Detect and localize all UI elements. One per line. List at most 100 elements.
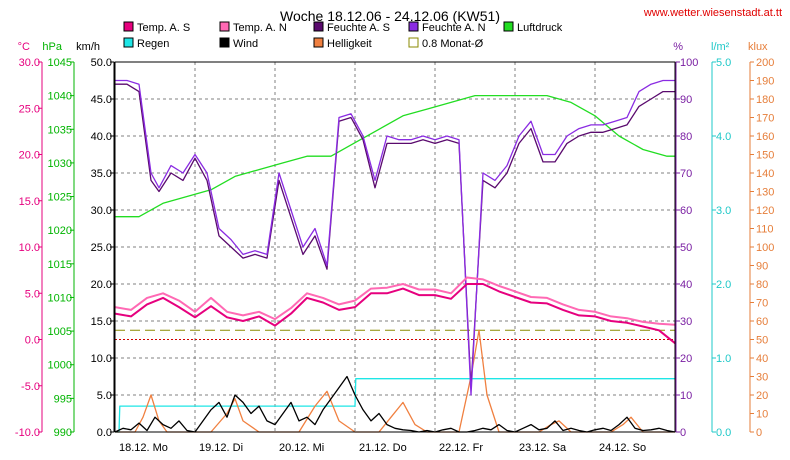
pressure-tick-label: 1010 [48, 292, 72, 304]
brightness-tick-label: 70 [756, 298, 768, 310]
reference-lines [115, 329, 675, 340]
wind-tick-label: 50.0 [91, 57, 112, 69]
pressure-tick-label: 1030 [48, 158, 72, 170]
temp-tick-label: 20.0 [19, 150, 40, 162]
rain-tick-label: 3.0 [716, 205, 731, 217]
rain-axis-unit: l/m² [711, 41, 730, 53]
legend-swatch [219, 37, 230, 48]
pressure-tick-label: 1045 [48, 57, 72, 69]
pressure-tick-label: 1035 [48, 124, 72, 136]
brightness-tick-label: 110 [756, 224, 774, 236]
legend-swatch [219, 21, 230, 32]
legend-label: Helligkeit [327, 38, 372, 50]
axis-units: °C hPa km/h% l/m² klux [18, 41, 768, 53]
wind-tick-label: 0.0 [97, 427, 112, 439]
wind-tick-label: 20.0 [91, 279, 112, 291]
x-tick-label: 21.12. Do [359, 442, 407, 454]
temp-tick-label: 0.0 [25, 335, 40, 347]
legend-swatch [503, 21, 514, 32]
wind-tick-label: 45.0 [91, 94, 112, 106]
brightness-tick-label: 20 [756, 390, 768, 402]
x-tick-label: 19.12. Di [199, 442, 243, 454]
temp-tick-label: 10.0 [19, 242, 40, 254]
temp-tick-label: 5.0 [25, 288, 40, 300]
wind-tick-label: 25.0 [91, 242, 112, 254]
humidity-tick-label: 30 [680, 316, 692, 328]
pressure-tick-label: 1025 [48, 192, 72, 204]
x-tick-label: 24.12. So [599, 442, 646, 454]
legend-swatch [123, 21, 134, 32]
source-url: www.wetter.wiesenstadt.at.tt [643, 7, 782, 19]
pressure-tick-label: 1020 [48, 225, 72, 237]
temp-axis-unit: °C [18, 41, 30, 53]
rain-tick-label: 4.0 [716, 131, 731, 143]
brightness-tick-label: 120 [756, 205, 774, 217]
series-line-feuchte-a-n [115, 79, 675, 396]
wind-tick-label: 10.0 [91, 353, 112, 365]
humidity-tick-label: 10 [680, 390, 692, 402]
brightness-tick-label: 170 [756, 113, 774, 125]
chart-title: Woche 18.12.06 - 24.12.06 (KW51) [280, 8, 500, 24]
wind-tick-label: 30.0 [91, 205, 112, 217]
temp-tick-label: 15.0 [19, 196, 40, 208]
humidity-axis-unit: % [673, 41, 683, 53]
pressure-tick-label: 1005 [48, 326, 72, 338]
temp-tick-label: -10.0 [15, 427, 40, 439]
humidity-tick-label: 20 [680, 353, 692, 365]
brightness-tick-label: 200 [756, 57, 774, 69]
legend-label: 0.8 Monat-Ø [422, 38, 484, 50]
x-tick-label: 23.12. Sa [519, 442, 567, 454]
series-line-temp-a-s [114, 283, 676, 344]
brightness-tick-label: 0 [756, 427, 762, 439]
humidity-tick-label: 50 [680, 242, 692, 254]
legend-swatch [123, 37, 134, 48]
wind-tick-label: 40.0 [91, 131, 112, 143]
pressure-tick-label: 1000 [48, 360, 72, 372]
legend-label: Feuchte A. N [422, 22, 486, 34]
humidity-tick-label: 40 [680, 279, 692, 291]
humidity-tick-label: 80 [680, 131, 692, 143]
wind-axis-unit: km/h [76, 41, 100, 53]
rain-tick-label: 1.0 [716, 353, 731, 365]
axes-layer: 30.0 25.0 20.0 15.0 10.0 5.0 0.0 -5.0 -10.0 1045 1… [15, 57, 774, 439]
humidity-tick-label: 0 [680, 427, 686, 439]
plot-frame [114, 61, 676, 433]
pressure-tick-label: 990 [54, 427, 72, 439]
legend-swatch [408, 37, 419, 48]
brightness-tick-label: 50 [756, 335, 768, 347]
pressure-axis-unit: hPa [42, 41, 62, 53]
legend-swatch [408, 21, 419, 32]
temp-tick-label: 25.0 [19, 103, 40, 115]
brightness-tick-label: 10 [756, 409, 768, 421]
brightness-tick-label: 40 [756, 353, 768, 365]
pressure-tick-label: 995 [54, 393, 72, 405]
brightness-tick-label: 60 [756, 316, 768, 328]
series-line-wind [114, 375, 676, 433]
brightness-tick-label: 100 [756, 242, 774, 254]
legend-swatch [313, 21, 324, 32]
humidity-tick-label: 70 [680, 168, 692, 180]
wind-tick-label: 35.0 [91, 168, 112, 180]
legend-label: Feuchte A. S [327, 22, 390, 34]
x-tick-label: 18.12. Mo [119, 442, 168, 454]
legend-label: Temp. A. S [137, 22, 190, 34]
brightness-tick-label: 160 [756, 131, 774, 143]
legend-label: Regen [137, 38, 169, 50]
brightness-tick-label: 30 [756, 372, 768, 384]
brightness-tick-label: 140 [756, 168, 774, 180]
x-tick-label: 22.12. Fr [439, 442, 483, 454]
brightness-axis-unit: klux [748, 41, 768, 53]
humidity-tick-label: 100 [680, 57, 698, 69]
x-axis-labels: 18.12. Mo 19.12. Di 20.12. Mi 21.12. Do 22.1… [119, 442, 646, 454]
brightness-tick-label: 190 [756, 76, 774, 88]
wind-tick-label: 15.0 [91, 316, 112, 328]
wind-tick-label: 5.0 [97, 390, 112, 402]
brightness-tick-label: 150 [756, 150, 774, 162]
rain-tick-label: 2.0 [716, 279, 731, 291]
legend: Temp. A. S Temp. A. N Feuchte A. S Feuchte … [123, 21, 563, 50]
rain-tick-label: 0.0 [716, 427, 731, 439]
x-tick-label: 20.12. Mi [279, 442, 324, 454]
humidity-tick-label: 60 [680, 205, 692, 217]
legend-label: Temp. A. N [233, 22, 287, 34]
